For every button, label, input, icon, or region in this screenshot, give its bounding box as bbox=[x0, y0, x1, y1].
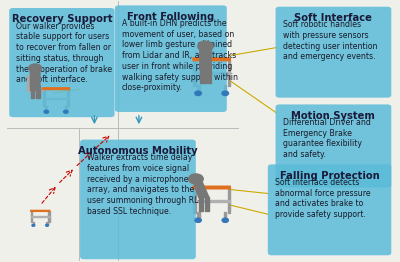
Bar bbox=[197, 85, 200, 92]
Bar bbox=[68, 89, 70, 106]
Bar bbox=[228, 60, 230, 85]
Text: Autonomous Mobility: Autonomous Mobility bbox=[78, 146, 198, 156]
Bar bbox=[199, 197, 203, 211]
Text: A built-in DHN predicts the
movement of user, based on
lower limb gesture obtain: A built-in DHN predicts the movement of … bbox=[122, 19, 238, 92]
Text: Soft Interface: Soft Interface bbox=[294, 13, 372, 23]
FancyBboxPatch shape bbox=[268, 164, 391, 255]
Circle shape bbox=[198, 41, 213, 51]
FancyBboxPatch shape bbox=[192, 57, 231, 61]
FancyBboxPatch shape bbox=[30, 71, 41, 87]
Circle shape bbox=[46, 225, 48, 226]
Bar bbox=[43, 97, 70, 99]
Circle shape bbox=[29, 64, 42, 73]
Bar bbox=[193, 188, 196, 213]
Bar bbox=[48, 211, 50, 222]
Bar bbox=[30, 86, 40, 90]
Bar bbox=[46, 222, 48, 225]
Bar bbox=[193, 200, 230, 202]
FancyBboxPatch shape bbox=[199, 50, 212, 70]
Bar bbox=[228, 188, 230, 213]
FancyBboxPatch shape bbox=[276, 105, 391, 188]
FancyBboxPatch shape bbox=[276, 7, 391, 98]
Bar bbox=[33, 222, 34, 225]
FancyBboxPatch shape bbox=[42, 87, 70, 90]
Bar bbox=[27, 75, 29, 91]
Text: Front Following: Front Following bbox=[127, 12, 214, 22]
Bar bbox=[27, 90, 43, 91]
Circle shape bbox=[32, 225, 35, 226]
Circle shape bbox=[195, 91, 202, 96]
Bar bbox=[224, 212, 226, 219]
Text: Walker extracts time delay
features from voice signal
received by a microphone
a: Walker extracts time delay features from… bbox=[87, 153, 201, 216]
Text: Motion System: Motion System bbox=[292, 111, 375, 121]
Bar bbox=[43, 89, 45, 106]
Circle shape bbox=[195, 218, 201, 222]
Bar bbox=[31, 216, 50, 217]
Text: Falling Protection: Falling Protection bbox=[280, 171, 380, 181]
Circle shape bbox=[44, 110, 48, 113]
Text: Recovery Support: Recovery Support bbox=[12, 14, 112, 24]
Text: Soft robotic handles
with pressure sensors
detecting user intention
and emergenc: Soft robotic handles with pressure senso… bbox=[282, 20, 377, 62]
Text: Our walker provides
stable support for users
to recover from fallen or
sitting s: Our walker provides stable support for u… bbox=[16, 21, 112, 84]
Bar bbox=[205, 197, 209, 211]
Circle shape bbox=[222, 91, 228, 96]
FancyBboxPatch shape bbox=[192, 185, 231, 189]
Bar bbox=[197, 212, 200, 219]
Bar bbox=[31, 211, 32, 222]
Text: Soft interface detects
abnormal force pressure
and activates brake to
provide sa: Soft interface detects abnormal force pr… bbox=[275, 178, 370, 219]
Bar bbox=[46, 106, 48, 111]
Circle shape bbox=[64, 110, 68, 113]
Bar bbox=[224, 85, 226, 92]
Bar bbox=[193, 60, 196, 85]
FancyBboxPatch shape bbox=[30, 210, 50, 212]
Text: Differential Driver and
Emergency Brake
guarantee flexibility
and safety.: Differential Driver and Emergency Brake … bbox=[282, 118, 370, 159]
FancyBboxPatch shape bbox=[115, 6, 227, 112]
Bar bbox=[200, 69, 205, 83]
Bar bbox=[31, 89, 34, 98]
Bar bbox=[65, 106, 67, 111]
FancyBboxPatch shape bbox=[9, 8, 114, 117]
Circle shape bbox=[188, 174, 203, 184]
Bar bbox=[206, 69, 211, 83]
Bar bbox=[36, 89, 40, 98]
Circle shape bbox=[222, 218, 228, 222]
Polygon shape bbox=[193, 181, 209, 198]
FancyBboxPatch shape bbox=[80, 140, 196, 259]
Bar bbox=[193, 72, 230, 74]
